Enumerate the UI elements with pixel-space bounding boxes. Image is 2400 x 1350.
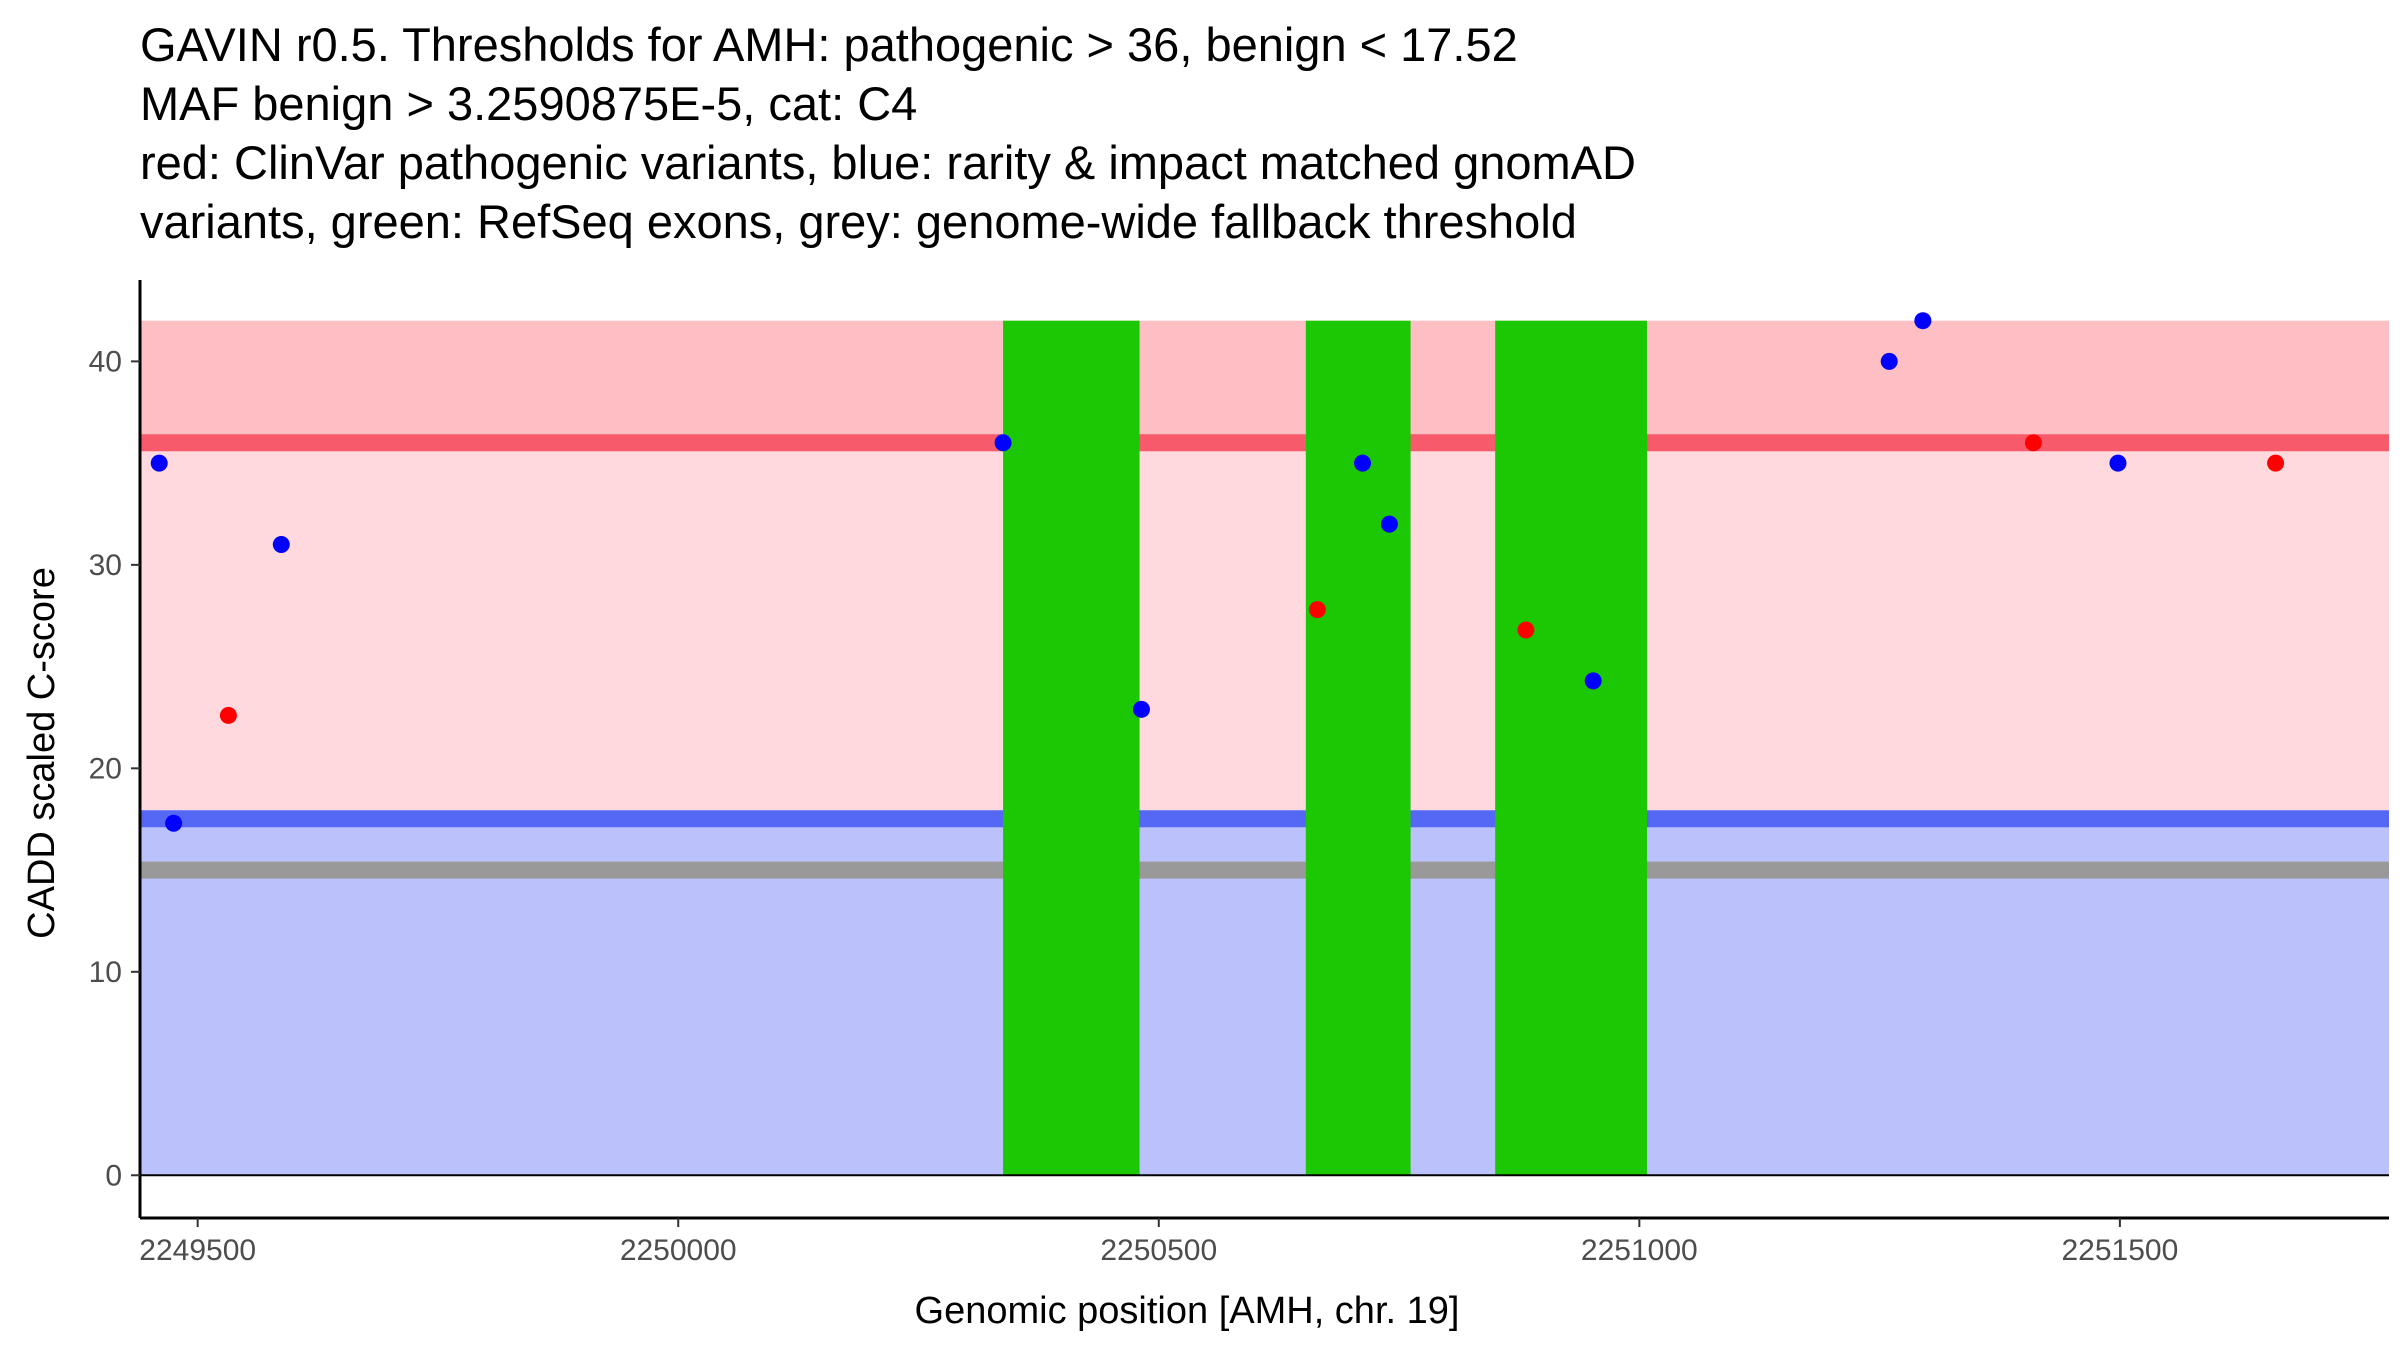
- gnomad-point-5: [1132, 700, 1150, 718]
- y-tick-label-3: 20: [89, 752, 122, 785]
- title-line-4: variants, green: RefSeq exons, grey: gen…: [140, 195, 1577, 248]
- y-tick-label-4: 30: [89, 549, 122, 582]
- gnomad-point-10: [1914, 312, 1932, 330]
- gnomad-point-7: [1380, 515, 1398, 533]
- exon-2: [1305, 320, 1411, 1176]
- axes-layer: 2249500 2250000 2250500 2251000 2251500 0 10 20…: [89, 280, 2389, 1267]
- clinvar-point-3: [1517, 621, 1535, 639]
- exon-3: [1495, 320, 1648, 1176]
- chart-title: GAVIN r0.5. Thresholds for AMH: pathogen…: [140, 18, 1636, 248]
- x-tick-label-3: 2250500: [1100, 1234, 1217, 1267]
- y-tick-label-2: 10: [89, 956, 122, 989]
- title-line-3: red: ClinVar pathogenic variants, blue: …: [140, 136, 1636, 189]
- gnomad-point-1: [150, 454, 168, 472]
- x-tick-label-2: 2250000: [620, 1234, 737, 1267]
- x-tick-label-5: 2251500: [2061, 1234, 2178, 1267]
- y-axis-title: CADD scaled C-score: [21, 567, 63, 939]
- x-tick-label-1: 2249500: [139, 1234, 256, 1267]
- clinvar-point-1: [219, 706, 237, 724]
- exon-layer: [1003, 320, 1648, 1176]
- exon-1: [1003, 320, 1140, 1176]
- clinvar-point-4: [2024, 434, 2042, 452]
- gnomad-point-2: [165, 814, 183, 832]
- pathogenic-zone: [140, 442, 2389, 819]
- gnomad-point-11: [2109, 454, 2127, 472]
- x-axis-title: Genomic position [AMH, chr. 19]: [915, 1290, 1460, 1332]
- title-line-2: MAF benign > 3.2590875E-5, cat: C4: [140, 77, 917, 130]
- threshold-lines-layer: [140, 434, 2389, 879]
- clinvar-point-5: [2267, 454, 2285, 472]
- y-tick-label-5: 40: [89, 345, 122, 378]
- clinvar-point-2: [1308, 601, 1326, 619]
- title-line-1: GAVIN r0.5. Thresholds for AMH: pathogen…: [140, 18, 1518, 71]
- y-tick-label-1: 0: [105, 1159, 122, 1192]
- gnomad-point-3: [272, 536, 290, 554]
- x-tick-label-4: 2251000: [1581, 1234, 1698, 1267]
- points-layer: [150, 312, 2285, 832]
- gnomad-point-9: [1880, 352, 1898, 370]
- gnomad-point-6: [1354, 454, 1372, 472]
- pathogenic-band: [140, 320, 2389, 443]
- gnomad-point-8: [1584, 672, 1602, 690]
- gnomad-point-4: [994, 434, 1012, 452]
